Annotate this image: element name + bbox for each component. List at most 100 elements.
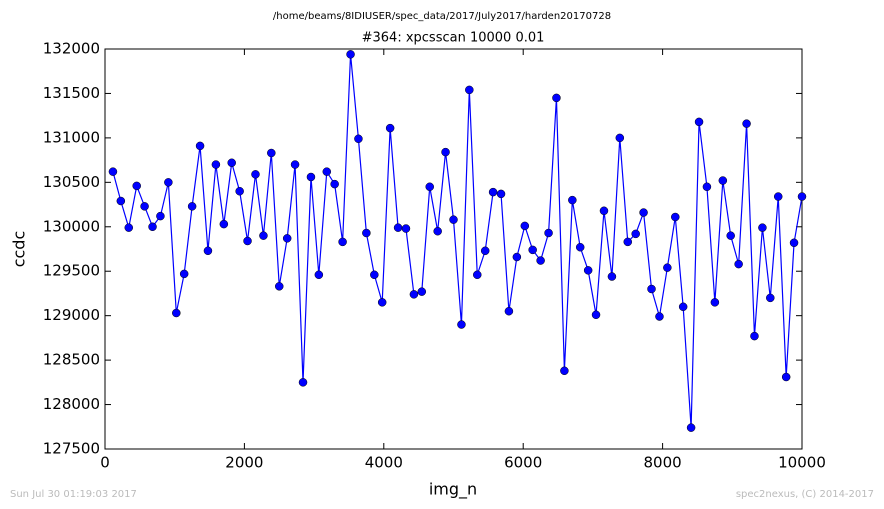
x-tick-label: 4000	[365, 454, 403, 472]
marker	[108, 167, 118, 176]
footnote: Sun Jul 30 01:19:03 2017	[10, 489, 137, 500]
marker	[465, 85, 474, 95]
marker	[298, 378, 308, 387]
y-tick-label: 131500	[43, 84, 100, 102]
marker	[797, 192, 807, 201]
marker	[639, 208, 648, 217]
marker	[663, 263, 672, 272]
marker	[267, 148, 276, 158]
marker	[330, 179, 339, 189]
y-tick-label: 132000	[43, 40, 100, 58]
marker	[504, 306, 514, 316]
suptitle: /home/beams/8IDIUSER/spec_data/2017/July…	[273, 11, 611, 22]
marker	[560, 366, 569, 376]
marker	[401, 224, 411, 233]
x-tick-label: 0	[100, 454, 110, 472]
marker	[282, 234, 292, 243]
marker	[290, 160, 300, 169]
marker	[227, 158, 236, 168]
marker	[742, 119, 751, 128]
marker	[647, 284, 656, 294]
marker	[544, 228, 553, 238]
x-tick-label: 8000	[644, 454, 682, 472]
marker	[671, 212, 680, 222]
marker	[377, 298, 387, 307]
marker	[591, 310, 601, 320]
marker	[473, 270, 482, 280]
x-tick-label: 10000	[778, 454, 826, 472]
marker	[393, 223, 403, 232]
y-tick-label: 129000	[43, 306, 100, 324]
marker	[552, 93, 561, 103]
x-axis-label: img_n	[429, 480, 477, 500]
marker	[124, 223, 134, 232]
marker	[243, 236, 252, 246]
marker	[219, 219, 229, 229]
marker	[758, 223, 767, 232]
y-tick-label: 128500	[43, 351, 100, 369]
marker	[195, 141, 205, 151]
marker	[718, 176, 728, 185]
marker	[259, 231, 268, 240]
marker	[385, 123, 395, 133]
marker	[702, 182, 712, 192]
marker	[488, 187, 498, 197]
marker	[346, 50, 355, 59]
marker	[354, 134, 363, 144]
marker	[156, 211, 165, 221]
plot-frame	[104, 48, 803, 450]
marker	[512, 252, 522, 262]
marker	[615, 133, 625, 143]
y-tick-label: 130500	[43, 173, 100, 191]
x-tick-label: 6000	[504, 454, 542, 472]
marker	[750, 331, 759, 341]
marker	[678, 302, 688, 312]
y-tick-label: 127500	[43, 440, 100, 458]
marker	[536, 256, 545, 265]
marker	[480, 246, 490, 256]
marker	[148, 222, 157, 232]
marker	[496, 189, 506, 199]
marker	[781, 372, 791, 382]
marker	[623, 237, 632, 247]
marker	[314, 270, 324, 280]
marker	[132, 181, 141, 191]
marker	[362, 228, 371, 238]
marker	[726, 231, 735, 240]
marker	[599, 206, 609, 216]
marker	[140, 202, 149, 211]
marker	[251, 170, 260, 179]
series-line	[112, 54, 803, 428]
marker	[773, 192, 783, 201]
y-tick-label: 129500	[43, 262, 100, 280]
marker	[275, 282, 284, 291]
marker	[172, 308, 181, 318]
marker	[187, 202, 197, 211]
y-axis-label: ccdc	[10, 231, 29, 268]
marker	[583, 266, 593, 275]
marker	[306, 172, 316, 182]
y-tick-label: 128000	[43, 395, 100, 413]
marker	[425, 182, 434, 192]
marker	[457, 320, 466, 329]
marker	[789, 238, 799, 248]
chart-title: #364: xpcsscan 10000 0.01	[362, 31, 545, 46]
y-tick-label: 131000	[43, 128, 100, 146]
x-tick-label: 2000	[225, 454, 263, 472]
marker	[338, 237, 347, 247]
marker	[631, 229, 640, 239]
marker	[370, 270, 379, 280]
marker	[203, 246, 213, 256]
marker	[520, 221, 530, 231]
marker	[710, 298, 720, 307]
marker	[766, 293, 775, 303]
marker	[235, 186, 244, 196]
marker	[568, 195, 577, 205]
marker	[417, 287, 427, 296]
marker	[322, 167, 332, 176]
marker	[409, 290, 419, 299]
marker	[211, 160, 221, 169]
footnote: spec2nexus, (C) 2014-2017	[736, 489, 874, 500]
marker	[116, 196, 126, 206]
